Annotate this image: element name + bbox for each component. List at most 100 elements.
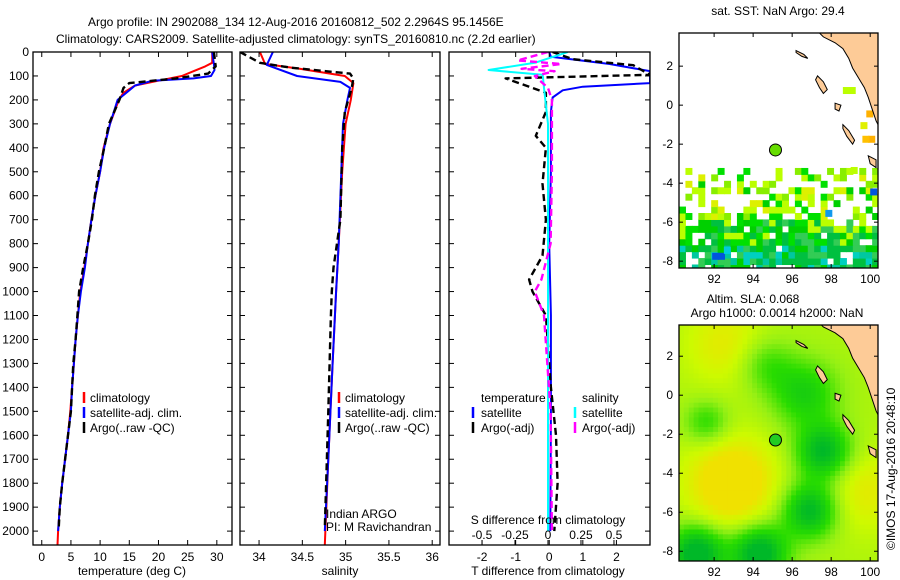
sla-cell [766,475,773,481]
sla-cell [825,431,831,437]
sla-cell [830,543,836,549]
sla-cell [820,431,826,437]
sla-cell [698,333,705,340]
sla-cell [786,397,792,403]
sla-cell [815,523,822,530]
sla-cell [771,411,778,418]
sst-pixel [839,167,847,175]
sla-cell [766,382,773,389]
sla-cell [800,558,807,561]
sla-cell [727,475,734,481]
sla-cell [703,533,709,540]
sla-cell [879,329,885,335]
sst-pixel [782,200,789,208]
sst-pixel [743,219,751,227]
sst-pixel [736,225,744,233]
sla-cell [859,406,865,413]
sla-cell [679,406,685,413]
sla-cell [693,421,700,428]
sla-cell [796,338,802,345]
sla-cell [752,363,758,369]
sla-cell [810,470,817,476]
sla-cell [761,377,768,384]
sla-cell [693,411,700,418]
sla-cell [776,548,783,554]
sla-cell [781,558,787,561]
sst-pixel [801,187,809,195]
sla-cell [718,416,724,423]
sst-pixel [807,187,815,195]
sla-cell [771,523,778,530]
sst-pixel [859,219,867,227]
sla-cell [718,460,724,467]
sla-cell [757,499,763,506]
sst-pixel [724,264,732,268]
sla-cell [805,509,812,515]
sla-cell [722,489,729,496]
series-argo-raw-qc- [57,52,217,529]
sla-cell [732,484,739,491]
sla-cell [776,538,783,545]
sla-cell [869,480,875,486]
sla-cell [742,484,748,491]
sla-cell [820,333,826,340]
sla-cell [844,548,851,554]
sst-map-title: sat. SST: NaN Argo: 29.4 [711,4,845,18]
sla-cell [737,367,744,374]
sla-cell [839,558,846,561]
sla-cell [693,460,700,467]
sla-cell [844,499,851,506]
sla-cell [718,499,724,506]
sla-cell [742,397,748,403]
sla-map-subtitle: Argo h1000: 0.0014 h2000: NaN [691,306,864,320]
sla-cell [752,421,758,428]
sla-cell [722,363,729,369]
sla-cell [752,445,758,452]
sla-cell [810,416,817,423]
sla-cell [698,426,705,432]
sla-cell [688,543,695,549]
sla-cell [742,441,748,447]
sla-cell [771,402,778,408]
sla-cell [732,338,739,345]
sla-cell [742,426,748,432]
sla-cell [703,348,709,354]
sla-cell [727,465,734,471]
sla-cell [844,553,851,559]
sla-cell [693,548,700,554]
sla-cell [747,431,753,437]
sla-cell [708,358,714,364]
sst-pixel [698,174,706,182]
sla-cell [688,328,695,335]
sla-cell [791,514,797,520]
island [815,75,828,95]
sla-cell [693,426,700,432]
sst-pixel [730,264,738,268]
sla-cell [766,426,773,432]
sla-cell [815,363,822,369]
sst-pixel [679,219,686,227]
sla-cell [781,338,787,345]
sla-cell [859,533,865,540]
sla-cell [791,441,797,447]
sla-cell [693,392,700,398]
sla-cell [688,538,695,545]
sla-cell [713,450,719,457]
sla-cell [718,421,724,428]
sla-cell [679,494,685,501]
sst-pixel [846,238,854,246]
sla-cell [786,431,792,437]
sla-cell [742,480,748,486]
sst-pixel [743,213,751,220]
sla-cell [761,382,768,389]
sla-cell [727,367,734,374]
sla-cell [839,338,846,345]
sla-cell [864,494,870,501]
sst-pixel [839,238,847,246]
sla-cell [761,333,768,340]
sst-pixel [782,245,789,253]
sla-cell [679,358,685,364]
sla-cell [713,387,719,393]
sla-cell [757,387,763,393]
